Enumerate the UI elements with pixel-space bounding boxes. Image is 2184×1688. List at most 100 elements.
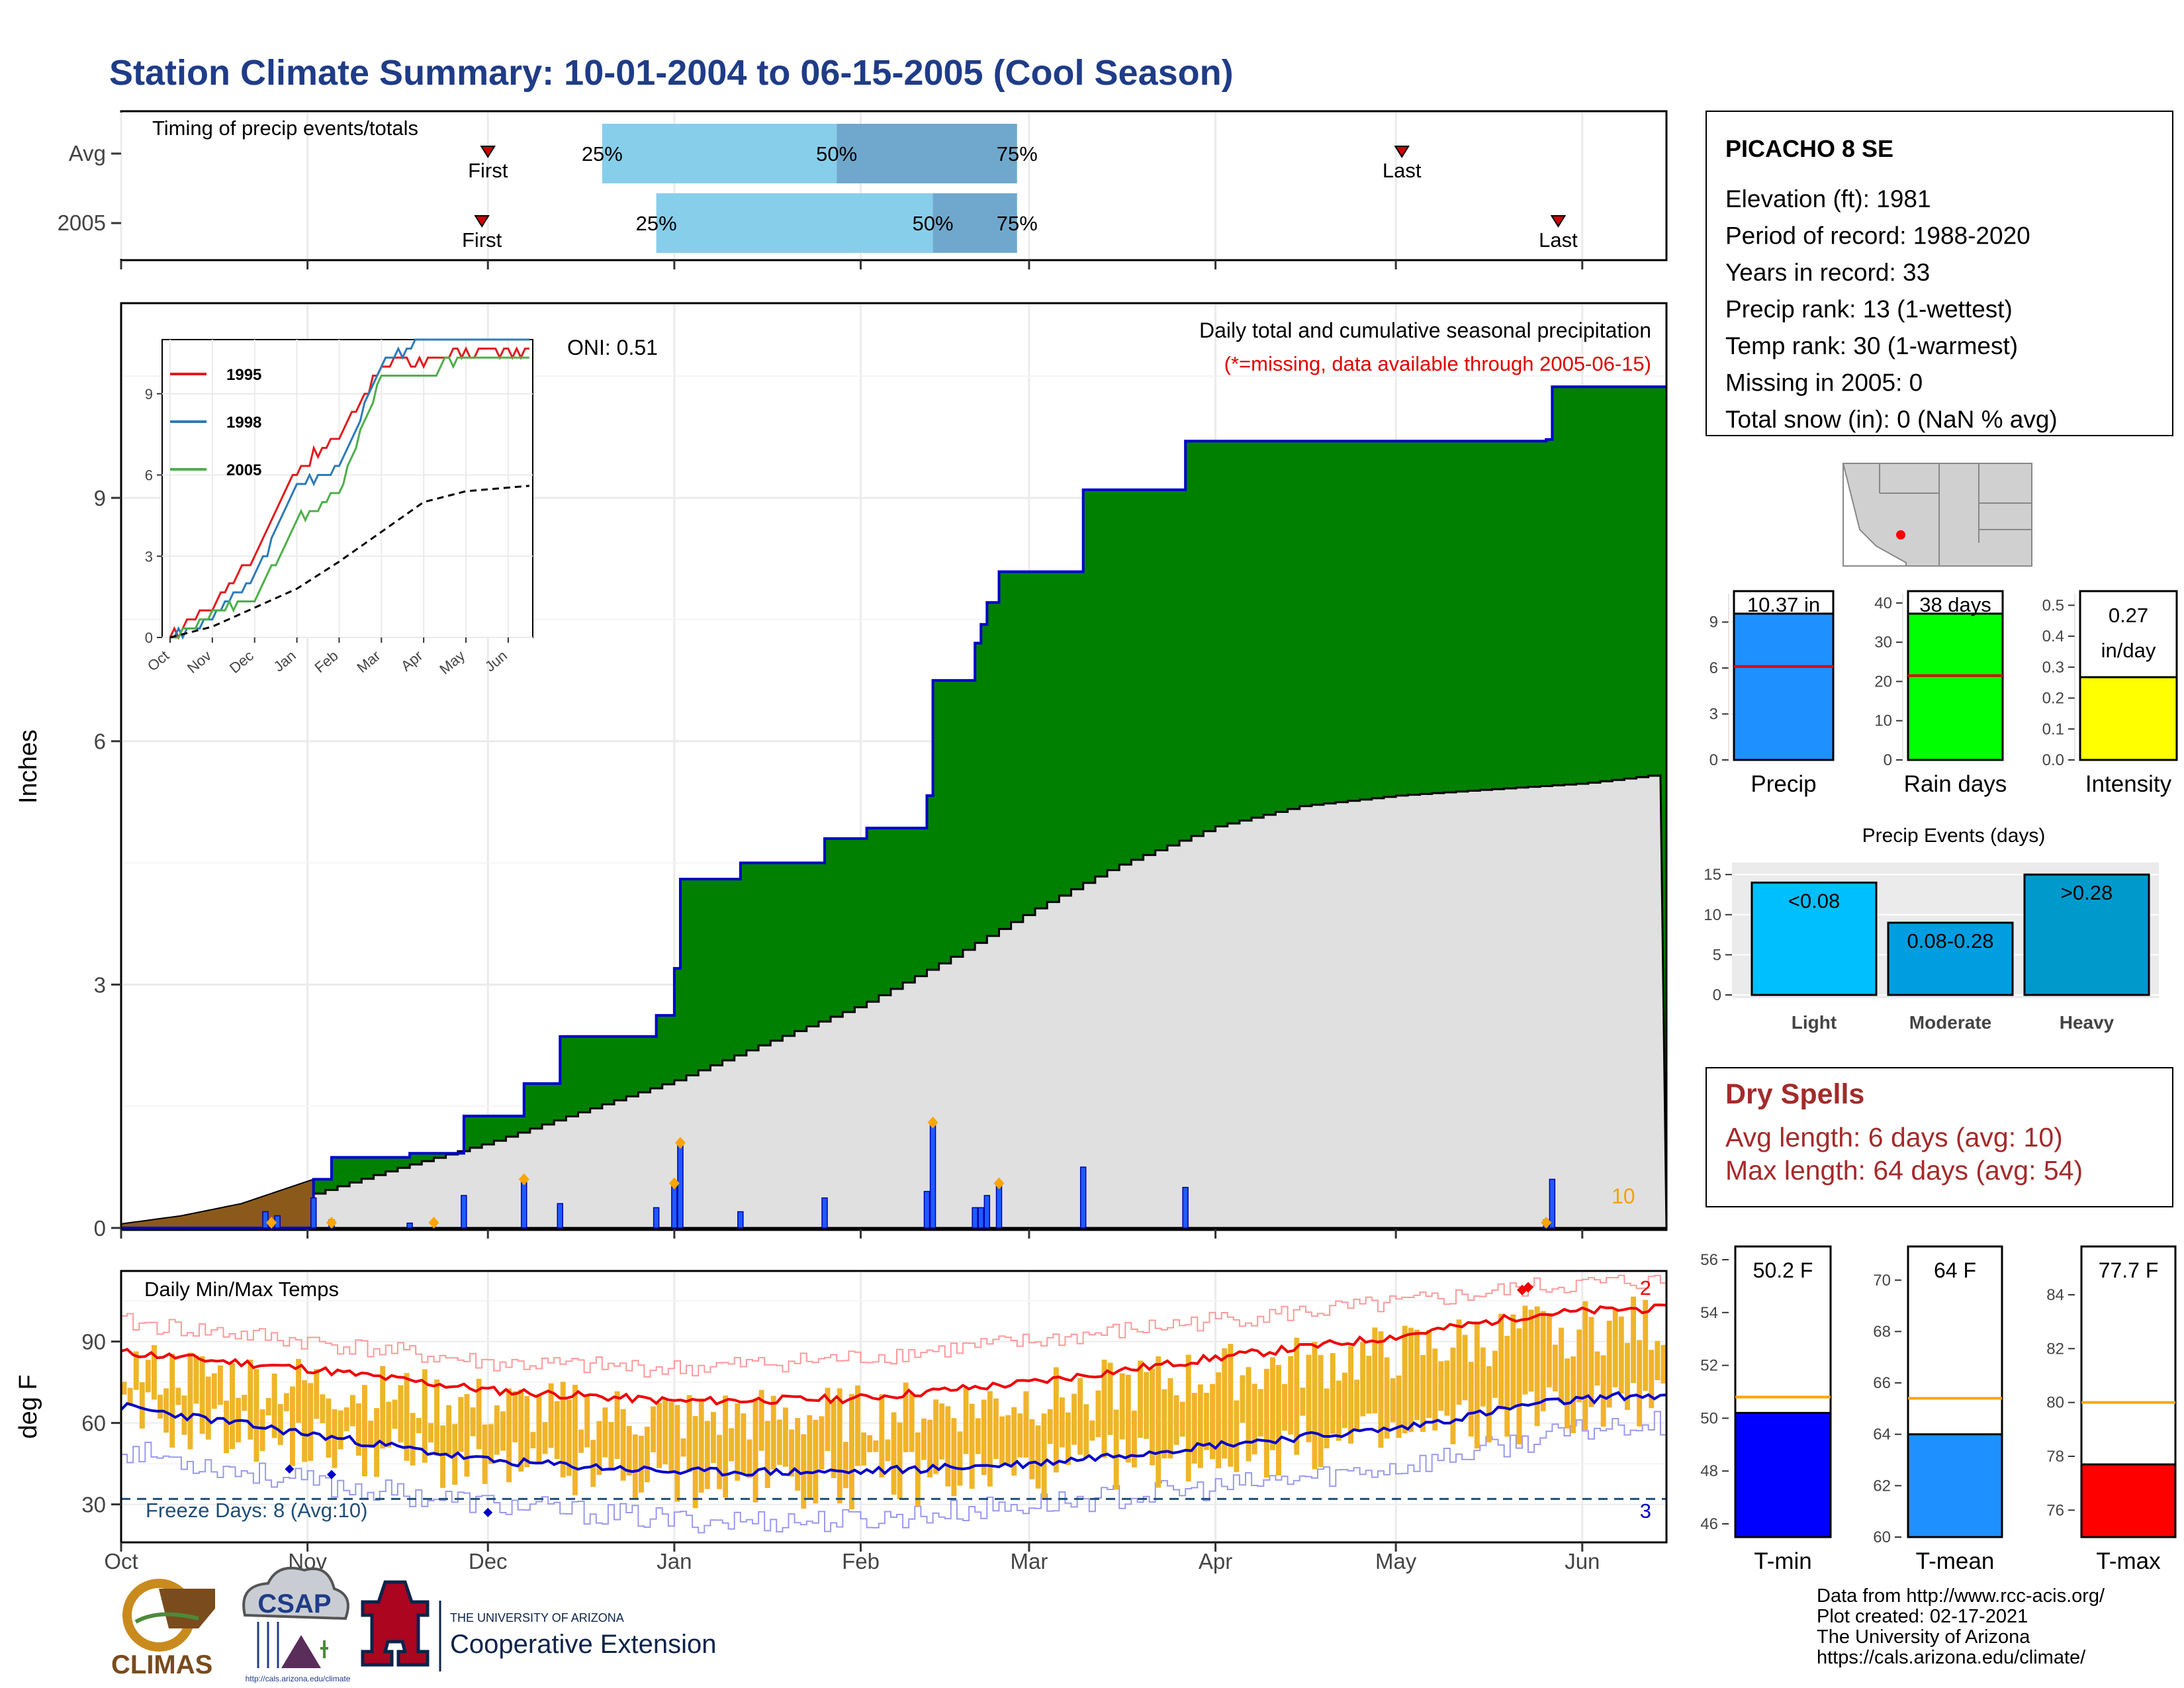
events-category-label: Light xyxy=(1792,1012,1837,1033)
inset-series xyxy=(169,338,529,640)
daily-temp-bar xyxy=(578,1429,584,1453)
record-low-marker xyxy=(285,1464,295,1474)
daily-precip-bar xyxy=(557,1203,563,1229)
temp-y-label-60: 60 xyxy=(81,1411,106,1436)
daily-temp-bar xyxy=(764,1421,770,1488)
temp-summary-bar-t-max xyxy=(2080,1463,2177,1538)
daily-temp-bar xyxy=(271,1374,277,1438)
daily-temp-bar xyxy=(127,1387,133,1405)
daily-temp-bar xyxy=(975,1418,981,1454)
station-detail-line: Years in record: 33 xyxy=(1725,259,1930,286)
ua-line2: Cooperative Extension xyxy=(450,1630,716,1659)
daily-temp-bar xyxy=(1336,1380,1342,1441)
daily-temp-bar xyxy=(993,1398,999,1460)
daily-temp-bar xyxy=(596,1421,602,1476)
daily-temp-bar xyxy=(1348,1346,1353,1444)
daily-temp-bar xyxy=(302,1380,308,1462)
daily-temp-bar xyxy=(512,1391,518,1442)
daily-temp-bar xyxy=(704,1421,710,1489)
daily-temp-bar xyxy=(741,1413,747,1474)
daily-temp-bar xyxy=(169,1354,175,1448)
csap-cloud-icon xyxy=(242,1566,349,1620)
temp-summary-tick-label: 66 xyxy=(1873,1374,1891,1392)
daily-precip-diamond xyxy=(266,1217,277,1229)
temp-summary-tick-label: 80 xyxy=(2046,1394,2064,1412)
daily-temp-bar xyxy=(614,1391,620,1459)
events-category-label: Heavy xyxy=(2060,1012,2115,1033)
daily-temp-bar xyxy=(1384,1357,1390,1439)
daily-temp-bar xyxy=(1342,1372,1347,1429)
daily-precip-bar xyxy=(671,1182,678,1229)
daily-temp-bar xyxy=(1456,1319,1462,1405)
daily-temp-bar xyxy=(1516,1328,1522,1444)
daily-temp-bar xyxy=(422,1369,428,1463)
temp-panel-label: Daily Min/Max Temps xyxy=(144,1278,339,1301)
daily-precip-bar xyxy=(821,1197,828,1229)
daily-temp-bar xyxy=(1282,1383,1287,1431)
daily-temp-bar xyxy=(458,1397,464,1452)
daily-temp-bar xyxy=(657,1403,662,1468)
daily-temp-bar xyxy=(386,1401,392,1448)
daily-temp-bar xyxy=(434,1379,439,1456)
footer-line: Data from http://www.rcc-acis.org/ xyxy=(1817,1585,2105,1607)
ua-logo: THE UNIVERSITY OF ARIZONA Cooperative Ex… xyxy=(361,1580,716,1671)
daily-temp-bar xyxy=(783,1407,788,1467)
daily-temp-bar xyxy=(1083,1404,1089,1458)
daily-temp-bar xyxy=(1035,1425,1041,1489)
daily-temp-bar xyxy=(1071,1393,1077,1445)
footer-line: The University of Arizona xyxy=(1817,1626,2030,1648)
daily-temp-bar xyxy=(1559,1327,1564,1403)
temp-y-label-90: 90 xyxy=(81,1330,106,1354)
daily-temp-bar xyxy=(897,1422,903,1499)
station-details: Elevation (ft): 1981 Period of record: 19… xyxy=(1725,185,2058,433)
daily-temp-bar xyxy=(1222,1348,1228,1459)
daily-temp-bar xyxy=(879,1394,885,1477)
x-tick-label-jan: Jan xyxy=(657,1549,692,1573)
daily-precip-bar xyxy=(929,1121,936,1229)
climas-text: CLIMAS xyxy=(111,1650,212,1679)
events-bar-text: <0.08 xyxy=(1788,889,1840,912)
temp-xaxis: Oct Nov Dec Jan Feb Mar Apr May Jun xyxy=(104,1542,1600,1573)
daily-temp-bar xyxy=(1576,1329,1582,1403)
summary-tick-label: 20 xyxy=(1874,673,1892,690)
timing-bar-25-50-2005 xyxy=(656,193,933,253)
timing-row-2005-label: 2005 xyxy=(58,211,106,235)
cumulative-precip-line xyxy=(121,385,1666,1229)
summary-value-text: 0.27 xyxy=(2109,604,2148,627)
daily-temp-bar xyxy=(1402,1325,1408,1434)
temp-summary-tick-label: 82 xyxy=(2046,1340,2064,1358)
temp-summary-tick-label: 48 xyxy=(1700,1462,1718,1480)
daily-temp-bar xyxy=(1330,1353,1336,1434)
daily-temp-bar xyxy=(801,1434,807,1509)
daily-temp-bar xyxy=(1270,1357,1275,1450)
daily-temp-bar xyxy=(1125,1374,1131,1463)
daily-temp-bar xyxy=(1060,1397,1065,1448)
summary-tick-label: 9 xyxy=(1709,614,1718,632)
inset-legend-label-2005: 2005 xyxy=(226,461,261,479)
daily-temp-bar xyxy=(1132,1410,1137,1468)
daily-temp-bar xyxy=(242,1395,248,1411)
summary-tick-label: 0.4 xyxy=(2042,628,2064,645)
daily-temp-bar xyxy=(729,1428,735,1462)
x-tick-label-feb: Feb xyxy=(842,1549,880,1573)
ua-a-icon xyxy=(361,1580,430,1667)
footer: Data from http://www.rcc-acis.org/Plot c… xyxy=(111,1566,2105,1683)
daily-temp-bar xyxy=(259,1409,265,1451)
daily-temp-bar xyxy=(1510,1314,1516,1407)
daily-temp-bar xyxy=(963,1387,969,1454)
daily-temp-bar xyxy=(1655,1340,1661,1381)
oni-label: ONI: 0.51 xyxy=(567,336,658,359)
daily-temp-bar xyxy=(1053,1367,1059,1473)
daily-temp-bar xyxy=(825,1387,831,1451)
daily-temp-bar xyxy=(338,1410,343,1450)
daily-temp-bar xyxy=(554,1401,560,1460)
summary-tick-label: 0.5 xyxy=(2042,596,2064,614)
daily-precip-bar xyxy=(1549,1178,1556,1229)
daily-temp-bar xyxy=(807,1415,813,1499)
daily-temp-bar xyxy=(1066,1412,1071,1466)
daily-temp-bar xyxy=(1294,1337,1300,1455)
daily-temp-bar xyxy=(620,1409,626,1481)
daily-temp-bar xyxy=(867,1435,873,1452)
footer-line: https://cals.arizona.edu/climate/ xyxy=(1817,1647,2086,1668)
